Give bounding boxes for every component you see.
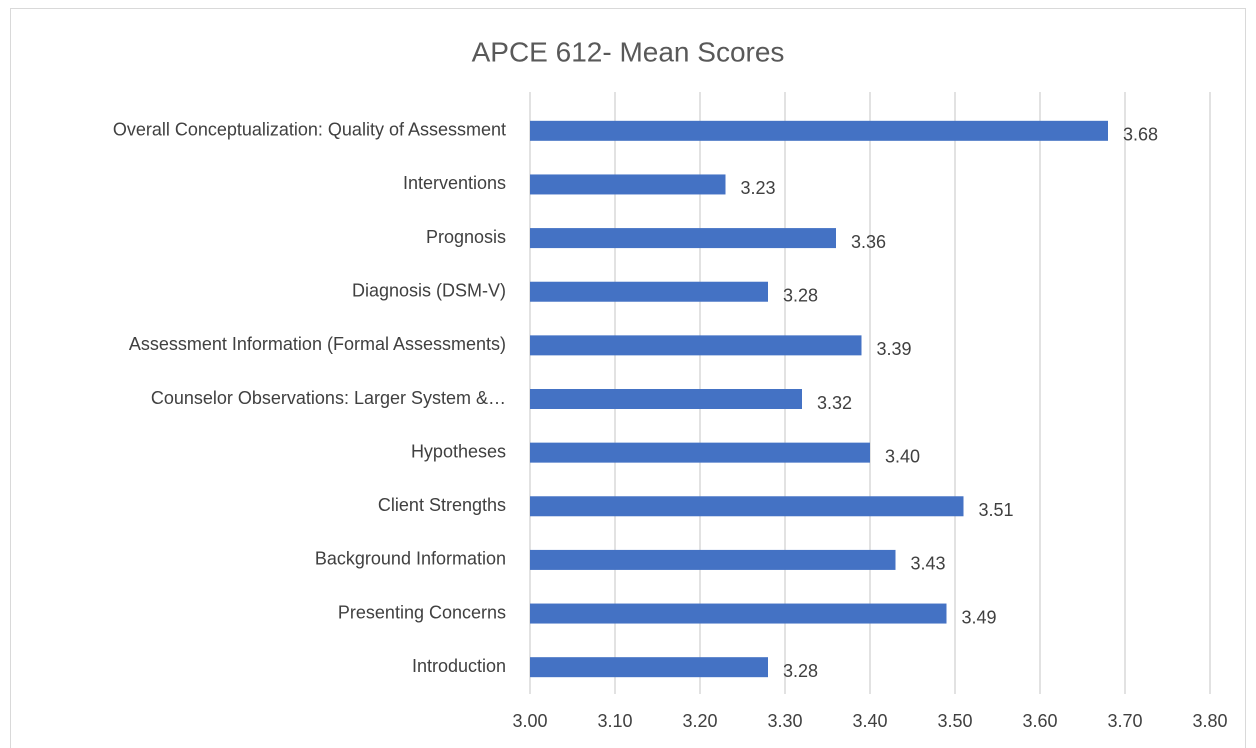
bar: [530, 442, 870, 463]
value-label: 3.32: [817, 393, 852, 413]
bar: [530, 389, 802, 409]
bar: [530, 120, 1108, 141]
bar: [530, 496, 964, 517]
bar: [530, 603, 947, 624]
bar: [530, 657, 768, 678]
y-tick-label: Interventions: [403, 173, 506, 193]
value-label: 3.28: [783, 661, 818, 681]
x-tick-label: 3.10: [597, 711, 632, 731]
y-tick-label: Hypotheses: [411, 441, 506, 461]
y-tick-label: Overall Conceptualization: Quality of As…: [113, 120, 506, 140]
x-tick-label: 3.60: [1022, 711, 1057, 731]
y-tick-label: Background Information: [315, 549, 506, 569]
chart-title: APCE 612- Mean Scores: [472, 36, 785, 67]
y-tick-label: Introduction: [412, 656, 506, 676]
value-label: 3.51: [979, 500, 1014, 520]
bar: [530, 228, 836, 249]
x-tick-label: 3.20: [682, 711, 717, 731]
y-tick-label: Diagnosis (DSM-V): [352, 280, 506, 300]
value-label: 3.49: [962, 607, 997, 627]
value-label: 3.43: [911, 554, 946, 574]
x-tick-label: 3.80: [1192, 711, 1227, 731]
value-label: 3.68: [1123, 125, 1158, 145]
x-tick-label: 3.40: [852, 711, 887, 731]
value-label: 3.28: [783, 285, 818, 305]
bar: [530, 174, 726, 195]
y-tick-label: Counselor Observations: Larger System &…: [151, 388, 506, 408]
y-tick-label: Client Strengths: [378, 495, 506, 515]
y-tick-label: Prognosis: [426, 227, 506, 247]
x-tick-label: 3.70: [1107, 711, 1142, 731]
x-tick-label: 3.00: [512, 711, 547, 731]
bar: [530, 549, 896, 570]
value-label: 3.39: [877, 339, 912, 359]
bar: [530, 335, 862, 356]
value-label: 3.40: [885, 446, 920, 466]
value-label: 3.36: [851, 232, 886, 252]
bar: [530, 281, 768, 302]
y-tick-label: Presenting Concerns: [338, 602, 506, 622]
x-tick-label: 3.50: [937, 711, 972, 731]
y-tick-label: Assessment Information (Formal Assessmen…: [129, 334, 506, 354]
value-label: 3.23: [741, 178, 776, 198]
x-tick-label: 3.30: [767, 711, 802, 731]
